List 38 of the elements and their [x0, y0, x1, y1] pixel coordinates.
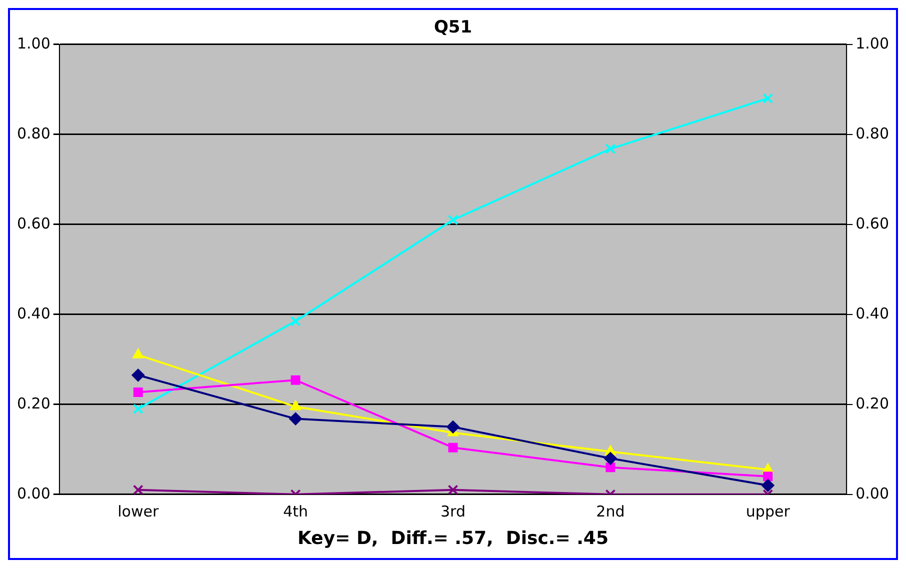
point [763, 472, 773, 482]
point [448, 484, 458, 494]
x-tick-label: upper [746, 502, 791, 520]
point [290, 400, 302, 410]
point [762, 93, 774, 104]
y-tick-label: 1.00 [16, 34, 50, 52]
y2-tick-label: 0.80 [856, 124, 890, 142]
point [446, 420, 460, 434]
x-tick-label: 3rd [440, 502, 466, 520]
y-tick-label: 0.20 [16, 394, 50, 412]
y2-tick-label: 0.00 [856, 484, 890, 502]
y-tick-label: 0.80 [16, 124, 50, 142]
point [132, 348, 144, 358]
y-tick-label: 0.40 [16, 304, 50, 322]
point [448, 442, 458, 452]
point [605, 144, 616, 154]
y-tick-label: 0.00 [16, 484, 50, 502]
point [606, 462, 616, 472]
y2-tick-label: 0.20 [856, 394, 890, 412]
x-axis-title: Key= D, Diff.= .57, Disc.= .45 [298, 528, 608, 549]
point [290, 316, 301, 326]
y2-tick-label: 0.40 [856, 304, 890, 322]
y2-tick-label: 0.60 [856, 214, 890, 232]
x-tick-label: lower [118, 502, 160, 520]
point [289, 412, 302, 426]
point [604, 452, 617, 465]
point [448, 214, 458, 226]
y-tick-label: 0.60 [16, 214, 50, 232]
point [290, 375, 300, 385]
point [761, 478, 774, 492]
x-tick-label: 2nd [596, 502, 625, 520]
point [132, 404, 144, 414]
chart-title: Q51 [434, 18, 472, 38]
point [132, 484, 144, 494]
point [133, 388, 143, 397]
point [132, 368, 145, 382]
y2-tick-label: 1.00 [856, 34, 890, 52]
x-tick-label: 4th [283, 502, 308, 520]
